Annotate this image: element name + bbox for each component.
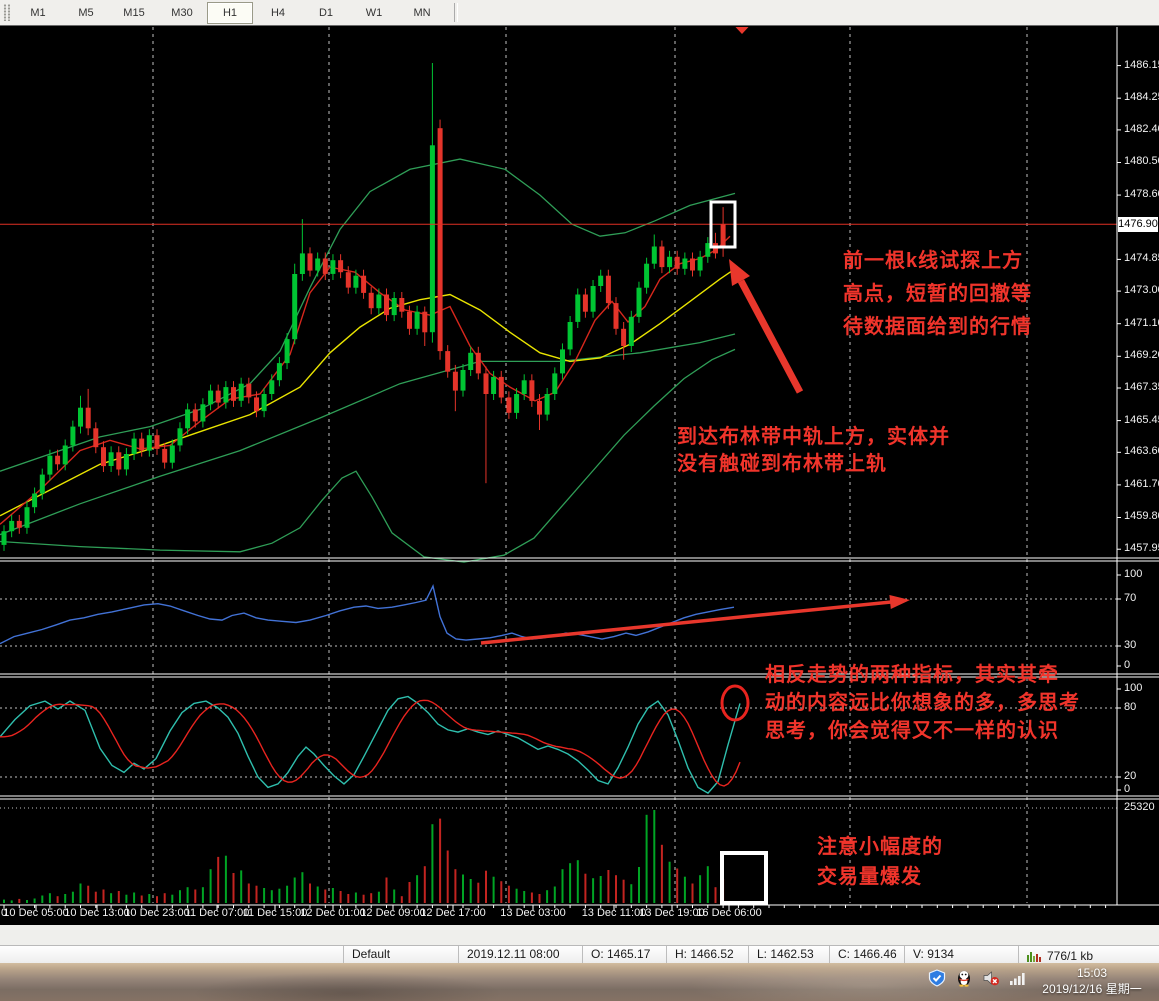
timeframe-button-m15[interactable]: M15 — [123, 6, 145, 19]
taskbar: 15:03 2019/12/16 星期一 — [0, 963, 1159, 1001]
arrow-candle-head[interactable] — [729, 259, 750, 286]
status-volume: V: 9134 — [904, 946, 1018, 964]
network-signal-icon[interactable] — [1009, 969, 1027, 987]
highlight-rect-candle[interactable] — [709, 200, 737, 249]
toolbar-separator — [454, 3, 458, 22]
arrow-rsi-head[interactable] — [889, 595, 910, 609]
axis-frame — [0, 27, 1159, 910]
chart-background — [0, 25, 1159, 925]
annotation-line: 没有触碰到布林带上轨 — [677, 453, 887, 475]
annotation-text-1[interactable]: 前一根k线试探上方 高点，短暂的回撤等 待数据面给到的行情 — [843, 244, 1032, 343]
profile-selector[interactable]: Default — [343, 946, 458, 964]
highlight-rect-volume[interactable] — [720, 851, 768, 905]
timeframe-button-h4[interactable]: H4 — [270, 6, 286, 19]
price-axis[interactable] — [1117, 27, 1159, 905]
speaker-muted-icon[interactable] — [982, 969, 1000, 987]
annotation-line: 高点，短暂的回撤等 — [843, 283, 1032, 305]
panel-separator-rsi[interactable] — [0, 555, 1117, 563]
antivirus-shield-icon[interactable] — [928, 969, 946, 987]
status-close: C: 1466.46 — [829, 946, 904, 964]
current-price-tag: 1476.90 — [1118, 217, 1158, 232]
window-bottom-strip — [0, 925, 1159, 945]
annotation-text-2[interactable]: 到达布林带中轨上方，实体并 没有触碰到布林带上轨 — [677, 420, 950, 475]
status-bar-time: 2019.12.11 08:00 — [458, 946, 582, 964]
status-bar: Default 2019.12.11 08:00 O: 1465.17 H: 1… — [0, 945, 1159, 964]
annotation-line: 思考，你会觉得又不一样的认识 — [765, 720, 1059, 742]
status-open: O: 1465.17 — [582, 946, 666, 964]
traffic-indicator: 776/1 kb — [1018, 946, 1159, 964]
chart-canvas[interactable] — [0, 0, 1159, 925]
bollinger-bands — [0, 158, 736, 563]
annotation-line: 动的内容远比你想象的多，多思考 — [765, 692, 1080, 714]
annotation-line: 注意小幅度的 — [817, 836, 943, 858]
timeframe-button-mn[interactable]: MN — [413, 6, 431, 19]
drawing-objects[interactable] — [480, 27, 910, 905]
annotation-line: 到达布林带中轨上方，实体并 — [677, 426, 950, 448]
annotation-line: 相反走势的两种指标，其实其牵 — [765, 664, 1059, 686]
annotation-text-4[interactable]: 注意小幅度的 交易量爆发 — [817, 830, 943, 890]
arrow-candle-shaft[interactable] — [737, 279, 804, 394]
candles-layer — [1, 63, 726, 551]
status-bar-spacer — [0, 946, 343, 964]
status-high: H: 1466.52 — [666, 946, 748, 964]
traffic-bars-icon — [1027, 951, 1041, 962]
traffic-label: 776/1 kb — [1047, 948, 1094, 963]
annotation-line: 待数据面给到的行情 — [843, 316, 1032, 338]
panel-separator-volume[interactable] — [0, 793, 1117, 801]
stochastic-lines — [0, 695, 741, 794]
timeframe-button-h1[interactable]: H1 — [207, 1, 253, 24]
annotation-text-3[interactable]: 相反走势的两种指标，其实其牵 动的内容远比你想象的多，多思考 思考，你会觉得又不一样… — [765, 658, 1080, 742]
timeframe-button-m5[interactable]: M5 — [78, 6, 94, 19]
timeframe-button-w1[interactable]: W1 — [365, 6, 383, 19]
timeframe-button-m30[interactable]: M30 — [171, 6, 193, 19]
status-low: L: 1462.53 — [748, 946, 829, 964]
annotation-line: 前一根k线试探上方 — [843, 250, 1024, 272]
time-axis[interactable] — [0, 905, 1117, 925]
toolbar-drag-handle-icon[interactable] — [3, 4, 10, 21]
annotation-line: 交易量爆发 — [817, 866, 922, 888]
timeframe-button-m1[interactable]: M1 — [30, 6, 46, 19]
timeframe-button-d1[interactable]: D1 — [318, 6, 334, 19]
qq-icon[interactable] — [955, 969, 973, 987]
clock-date: 2019/12/16 星期一 — [1042, 982, 1142, 996]
system-tray — [928, 969, 1027, 987]
period-separators — [152, 27, 1028, 903]
down-triangle-marker[interactable] — [735, 27, 749, 34]
clock-time: 15:03 — [1076, 966, 1108, 980]
timeframe-toolbar: M1 M5 M15 M30 H1 H4 D1 W1 MN — [0, 0, 1159, 26]
rsi-line — [0, 584, 735, 645]
timeframe-buttons: M1 M5 M15 M30 H1 H4 D1 W1 MN — [14, 1, 446, 24]
circle-stoch-highlight[interactable] — [720, 684, 750, 722]
arrow-rsi-shaft[interactable] — [480, 600, 892, 645]
volume-bars — [3, 810, 725, 903]
taskbar-clock[interactable]: 15:03 2019/12/16 星期一 — [1031, 965, 1153, 997]
indicator-gridlines — [0, 598, 1117, 809]
panel-separator-lines — [0, 557, 1159, 800]
